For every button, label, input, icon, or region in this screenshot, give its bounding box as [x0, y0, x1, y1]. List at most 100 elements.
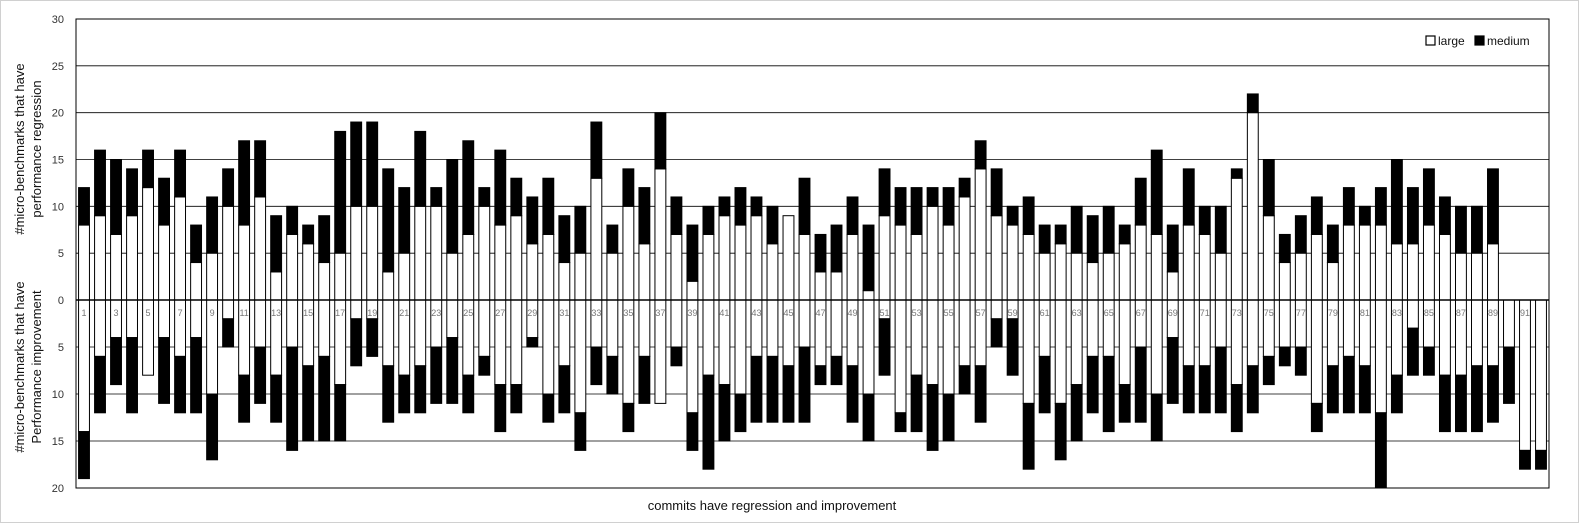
bar-medium-improvement — [494, 384, 507, 433]
bar-large-improvement — [1342, 299, 1355, 357]
bar-large-improvement — [318, 299, 331, 357]
x-tick-label: 31 — [559, 308, 569, 318]
bar-medium-improvement — [238, 374, 251, 423]
y-tick-label: 20 — [52, 108, 64, 120]
bar-medium-regression — [1118, 224, 1131, 245]
bar-medium-improvement — [542, 393, 555, 423]
bar-large-regression — [1342, 224, 1355, 301]
bar-large-improvement — [990, 299, 1003, 320]
bar-medium-improvement — [958, 365, 971, 395]
bar-medium-regression — [334, 130, 347, 254]
bar-medium-improvement — [110, 337, 122, 386]
bar-medium-regression — [78, 187, 90, 226]
bar-large-regression — [1038, 252, 1051, 301]
y-axis-title-top-line1: #micro-benchmarks that have — [12, 63, 27, 234]
y-tick-label: 25 — [52, 61, 64, 73]
x-tick-label: 29 — [527, 308, 537, 318]
bar-large-regression — [398, 252, 411, 301]
bar-medium-regression — [1022, 196, 1035, 235]
bar-large-improvement — [606, 299, 619, 357]
bar-large-improvement — [958, 299, 971, 367]
x-tick-label: 13 — [271, 308, 281, 318]
x-tick-label: 21 — [399, 308, 409, 318]
bar-large-regression — [1438, 233, 1451, 301]
bar-large-improvement — [526, 299, 539, 339]
bar-large-improvement — [766, 299, 779, 357]
bar-medium-regression — [894, 187, 907, 226]
x-tick-label: 39 — [687, 308, 697, 318]
bar-medium-regression — [1438, 196, 1451, 235]
bar-medium-improvement — [1471, 365, 1483, 433]
bar-medium-improvement — [686, 412, 699, 451]
bar-medium-regression — [862, 224, 875, 292]
bar-medium-improvement — [846, 365, 859, 423]
bar-medium-improvement — [1503, 346, 1515, 404]
bar-medium-improvement — [718, 384, 731, 442]
x-tick-label: 75 — [1264, 308, 1274, 318]
bar-medium-improvement — [206, 393, 219, 461]
bar-large-improvement — [78, 299, 90, 433]
bar-medium-regression — [1294, 215, 1307, 254]
x-tick-label: 53 — [912, 308, 922, 318]
bar-large-regression — [1006, 224, 1019, 301]
bar-medium-regression — [1214, 205, 1227, 254]
x-tick-label: 37 — [655, 308, 665, 318]
bar-medium-improvement — [1310, 402, 1323, 433]
bar-large-improvement — [510, 299, 523, 386]
bar-medium-regression — [558, 215, 571, 264]
bar-medium-improvement — [1406, 327, 1419, 376]
bar-medium-improvement — [366, 318, 379, 357]
bar-large-improvement — [862, 299, 875, 395]
bar-large-regression — [702, 233, 715, 301]
bar-large-improvement — [446, 299, 459, 339]
bar-large-regression — [430, 205, 443, 301]
y-axis-title-bottom-line1: #micro-benchmarks that have — [12, 281, 27, 452]
bar-large-improvement — [1118, 299, 1131, 386]
bar-large-improvement — [1150, 299, 1163, 395]
bar-medium-improvement — [926, 384, 939, 451]
bar-large-regression — [462, 233, 475, 301]
bar-medium-regression — [686, 224, 699, 282]
bar-large-regression — [222, 205, 235, 301]
bar-large-improvement — [126, 299, 138, 339]
bar-large-improvement — [1086, 299, 1099, 357]
bar-large-regression — [1278, 262, 1291, 301]
bar-medium-regression — [126, 168, 138, 217]
bar-large-regression — [174, 196, 187, 301]
bar-medium-improvement — [878, 318, 891, 376]
legend: large medium — [1425, 34, 1530, 48]
bar-large-improvement — [702, 299, 715, 376]
bar-large-regression — [622, 205, 635, 301]
y-tick-label: 15 — [52, 436, 64, 448]
y-axis-title-bottom: #micro-benchmarks that have Performance … — [12, 281, 44, 452]
bar-large-improvement — [222, 299, 235, 320]
x-tick-label: 33 — [591, 308, 601, 318]
legend-swatch-large — [1425, 35, 1436, 46]
bar-large-regression — [286, 233, 299, 301]
bar-large-regression — [1070, 252, 1083, 301]
bar-large-improvement — [1182, 299, 1195, 367]
bar-medium-regression — [222, 168, 235, 207]
bar-large-regression — [1406, 243, 1419, 301]
x-tick-label: 51 — [880, 308, 890, 318]
bar-medium-regression — [590, 121, 603, 179]
bar-medium-regression — [302, 224, 315, 245]
bar-large-regression — [1310, 233, 1323, 301]
bar-medium-regression — [1454, 205, 1467, 254]
x-tick-label: 73 — [1232, 308, 1242, 318]
bar-medium-regression — [270, 215, 283, 273]
bar-medium-regression — [94, 149, 106, 217]
x-tick-label: 17 — [335, 308, 345, 318]
bar-large-regression — [110, 233, 122, 301]
bar-medium-regression — [798, 177, 811, 235]
bar-medium-improvement — [1038, 355, 1051, 414]
bar-large-regression — [942, 224, 955, 301]
bar-large-regression — [78, 224, 90, 301]
bar-medium-improvement — [1390, 374, 1403, 414]
bar-medium-improvement — [1262, 355, 1275, 386]
bar-large-improvement — [1503, 299, 1515, 348]
bar-large-regression — [334, 252, 347, 301]
bar-medium-improvement — [1070, 384, 1083, 442]
bar-large-improvement — [1054, 299, 1067, 404]
bar-medium-improvement — [782, 365, 795, 423]
